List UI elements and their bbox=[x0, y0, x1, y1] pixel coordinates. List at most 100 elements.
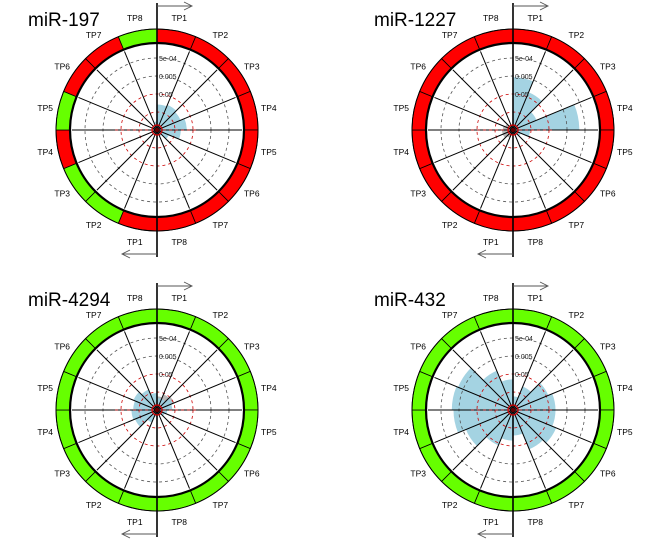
center-circle bbox=[151, 404, 163, 416]
blue-wedge bbox=[485, 410, 513, 446]
tp-label-left: TP4 bbox=[393, 427, 409, 437]
blue-wedge bbox=[513, 410, 557, 444]
tp-label-right: TP7 bbox=[569, 220, 585, 230]
tp-label-right: TP6 bbox=[244, 188, 260, 198]
tp-label-left: TP1 bbox=[127, 237, 143, 247]
tp-label-right: TP4 bbox=[617, 383, 633, 393]
arrow-left-icon bbox=[120, 249, 157, 259]
tp-label-left: TP6 bbox=[410, 62, 426, 72]
center-circle bbox=[507, 124, 519, 136]
blue-wedge bbox=[157, 111, 181, 130]
spoke-line bbox=[512, 129, 546, 209]
spoke-line bbox=[434, 97, 514, 131]
tp-label-left: TP3 bbox=[410, 188, 426, 198]
spoke-line bbox=[512, 349, 574, 411]
scale-label: 0.005 bbox=[515, 74, 533, 81]
panel-title: miR-1227 bbox=[374, 10, 456, 31]
tp-label-left: TP5 bbox=[37, 103, 53, 113]
arrow-right-icon bbox=[157, 1, 194, 11]
tp-label-left: TP3 bbox=[54, 468, 70, 478]
spoke-line bbox=[96, 129, 158, 191]
tp-label-left: TP5 bbox=[393, 383, 409, 393]
panel-mir-4294: miR-4294 5e-04 0.005 0.05 TP1 TP2 TP3 TP4 TP5 TP… bbox=[28, 281, 277, 539]
tp-label-left: TP5 bbox=[393, 103, 409, 113]
spoke-line bbox=[156, 349, 218, 411]
tp-label-left: TP3 bbox=[410, 468, 426, 478]
tp-label-right: TP7 bbox=[213, 220, 229, 230]
blue-wedge bbox=[513, 382, 549, 410]
tp-label-right: TP5 bbox=[261, 427, 277, 437]
tp-label-left: TP2 bbox=[442, 500, 458, 510]
spoke-line bbox=[156, 97, 236, 131]
spoke-line bbox=[96, 69, 158, 131]
spoke-line bbox=[512, 409, 592, 443]
spoke-line bbox=[480, 409, 514, 489]
spoke-line bbox=[156, 129, 218, 191]
blue-wedge bbox=[157, 104, 177, 130]
tp-label-right: TP2 bbox=[213, 30, 229, 40]
blue-wedge bbox=[147, 410, 157, 423]
spoke-line bbox=[512, 377, 592, 411]
tp-label-right: TP4 bbox=[617, 103, 633, 113]
tp-label-left: TP1 bbox=[483, 237, 499, 247]
center-dot bbox=[154, 407, 160, 413]
tp-label-right: TP5 bbox=[261, 147, 277, 157]
tp-label-left: TP4 bbox=[393, 147, 409, 157]
blue-wedge bbox=[482, 370, 513, 410]
tp-label-left: TP4 bbox=[37, 427, 53, 437]
spoke-line bbox=[156, 69, 218, 131]
tp-label-right: TP4 bbox=[261, 103, 277, 113]
blue-wedge bbox=[133, 391, 157, 410]
spoke-line bbox=[512, 331, 546, 411]
blue-wedge bbox=[141, 389, 157, 410]
tp-label-right: TP7 bbox=[569, 500, 585, 510]
center-dot bbox=[510, 407, 516, 413]
spoke-line bbox=[78, 377, 158, 411]
spoke-line bbox=[156, 331, 190, 411]
spoke-line bbox=[156, 129, 236, 163]
tp-label-right: TP3 bbox=[600, 62, 616, 72]
tp-label-left: TP1 bbox=[127, 517, 143, 527]
tp-label-right: TP3 bbox=[244, 62, 260, 72]
tp-label-left: TP6 bbox=[54, 342, 70, 352]
blue-wedge bbox=[513, 386, 532, 410]
panel-mir-197: miR-197 5e-04 0.005 0.05 TP1 TP2 TP3 TP4 TP5 TP6… bbox=[28, 1, 277, 259]
spoke-line bbox=[512, 129, 574, 191]
tp-label-left: TP7 bbox=[442, 310, 458, 320]
scale-label: 0.05 bbox=[159, 92, 173, 99]
spoke-line bbox=[78, 409, 158, 443]
tp-label-left: TP2 bbox=[442, 220, 458, 230]
blue-wedge bbox=[465, 410, 513, 447]
tp-label-right: TP1 bbox=[171, 13, 187, 23]
center-circle bbox=[507, 404, 519, 416]
blue-wedge bbox=[513, 111, 537, 130]
tp-label-right: TP3 bbox=[600, 342, 616, 352]
tp-label-right: TP6 bbox=[244, 468, 260, 478]
tp-label-left: TP8 bbox=[483, 13, 499, 23]
spoke-line bbox=[452, 129, 514, 191]
tp-label-left: TP7 bbox=[86, 30, 102, 40]
center-circle bbox=[151, 124, 163, 136]
tp-label-left: TP7 bbox=[442, 30, 458, 40]
spoke-line bbox=[124, 129, 158, 209]
blue-wedge bbox=[513, 410, 544, 450]
scale-label: 0.05 bbox=[515, 92, 529, 99]
panel-title: miR-197 bbox=[28, 10, 100, 31]
spoke-line bbox=[156, 51, 190, 131]
arrow-left-icon bbox=[120, 529, 157, 539]
tp-label-right: TP2 bbox=[569, 310, 585, 320]
tp-label-right: TP1 bbox=[527, 293, 543, 303]
spoke-line bbox=[78, 129, 158, 163]
tp-label-left: TP4 bbox=[37, 147, 53, 157]
spoke-line bbox=[434, 129, 514, 163]
arrow-left-icon bbox=[476, 529, 513, 539]
spoke-line bbox=[96, 349, 158, 411]
panel-mir-1227: miR-1227 5e-04 0.005 0.05 TP1 TP2 TP3 TP4 TP5 TP… bbox=[374, 1, 633, 259]
spoke-line bbox=[156, 129, 190, 209]
tp-label-right: TP5 bbox=[617, 147, 633, 157]
spoke-line bbox=[480, 331, 514, 411]
tp-label-left: TP1 bbox=[483, 517, 499, 527]
blue-wedge bbox=[135, 410, 157, 427]
tp-label-right: TP1 bbox=[527, 13, 543, 23]
spoke-line bbox=[78, 97, 158, 131]
